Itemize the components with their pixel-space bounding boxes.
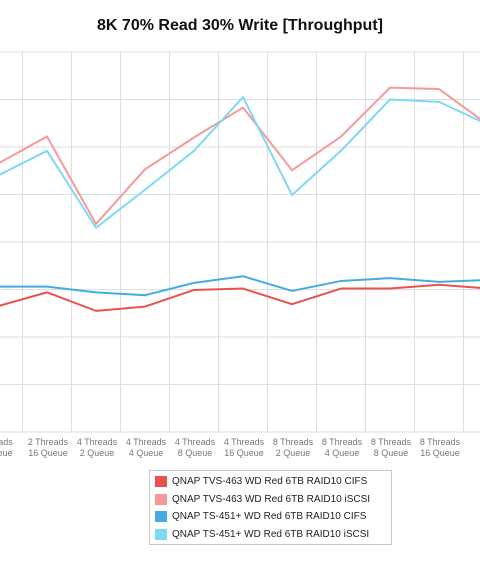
legend-swatch-icon xyxy=(155,476,167,488)
series-line-2 xyxy=(0,86,480,225)
series-line-1 xyxy=(0,283,480,312)
x-tick-label: 2 Threads xyxy=(28,437,69,447)
x-tick-label: 4 Threads xyxy=(175,437,216,447)
legend: QNAP TVS-463 WD Red 6TB RAID10 CIFS QNAP… xyxy=(149,470,392,545)
legend-label: QNAP TVS-463 WD Red 6TB RAID10 CIFS xyxy=(172,476,368,488)
chart-title: 8K 70% Read 30% Write [Throughput] xyxy=(97,17,383,34)
x-tick-label: 4 Threads xyxy=(126,437,167,447)
legend-item[interactable]: QNAP TVS-463 WD Red 6TB RAID10 iSCSI xyxy=(155,491,391,509)
x-tick-label: 2 Queue xyxy=(80,448,115,458)
x-tick-label: 16 Queue xyxy=(224,448,264,458)
x-tick-label: 2 Queue xyxy=(276,448,311,458)
legend-label: QNAP TS-451+ WD Red 6TB RAID10 CIFS xyxy=(172,511,367,523)
legend-item[interactable]: QNAP TS-451+ WD Red 6TB RAID10 CIFS xyxy=(155,508,391,526)
legend-swatch-icon xyxy=(155,528,167,540)
x-tick-label: 8 Threads xyxy=(371,437,412,447)
legend-label: QNAP TVS-463 WD Red 6TB RAID10 iSCSI xyxy=(172,493,371,505)
x-tick-label: 8 Queue xyxy=(374,448,409,458)
x-tick-label: hreads xyxy=(0,437,13,447)
x-tick-label: 4 Threads xyxy=(77,437,118,447)
legend-swatch-icon xyxy=(155,493,167,505)
legend-item[interactable]: QNAP TS-451+ WD Red 6TB RAID10 iSCSI xyxy=(155,526,391,544)
series-lines xyxy=(0,86,480,312)
x-tick-label: 8 Threads xyxy=(420,437,461,447)
x-tick-label: 4 Queue xyxy=(325,448,360,458)
legend-item[interactable]: QNAP TVS-463 WD Red 6TB RAID10 CIFS xyxy=(155,473,391,491)
series-line-3 xyxy=(0,275,480,297)
x-tick-label: 4 Queue xyxy=(129,448,164,458)
x-tick-label: 4 Threads xyxy=(224,437,265,447)
x-tick-label: 8 Threads xyxy=(273,437,314,447)
x-tick-label: 16 Queue xyxy=(420,448,460,458)
x-tick-label: 16 Queue xyxy=(28,448,68,458)
x-tick-label: 8 Queue xyxy=(178,448,213,458)
legend-label: QNAP TS-451+ WD Red 6TB RAID10 iSCSI xyxy=(172,528,370,540)
x-tick-label: 8 Threads xyxy=(322,437,363,447)
legend-swatch-icon xyxy=(155,511,167,523)
series-line-4 xyxy=(0,96,480,229)
x-tick-label: Queue xyxy=(0,448,13,458)
